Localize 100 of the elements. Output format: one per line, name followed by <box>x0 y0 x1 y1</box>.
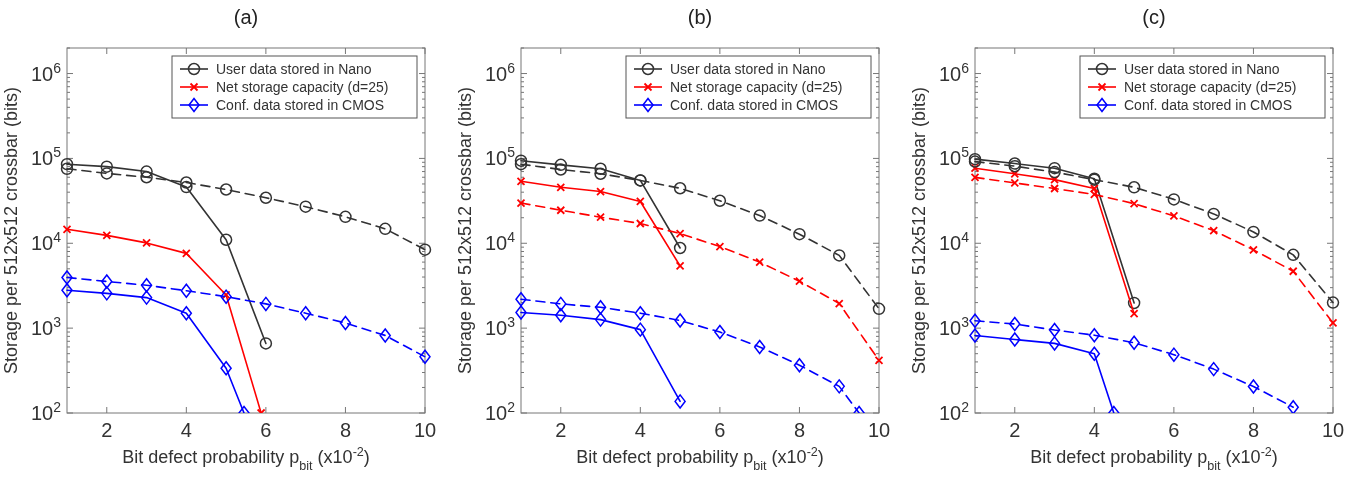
point <box>675 229 685 238</box>
y-tick-label: 10$^{6}$ <box>30 59 62 85</box>
x-tick-label: 2 <box>555 419 567 441</box>
point <box>793 357 806 373</box>
point <box>594 167 607 180</box>
point <box>1050 175 1059 185</box>
point <box>596 212 605 222</box>
point <box>140 165 153 178</box>
y-tick-label: 10$^{2}$ <box>484 399 516 424</box>
point <box>872 302 886 316</box>
x-axis-title: Bit defect probability p$_{bit}$ (x10$^{-2}$) <box>122 445 370 473</box>
y-tick-label: 10$^{3}$ <box>938 314 970 340</box>
point <box>555 296 567 312</box>
point <box>1169 211 1179 221</box>
point <box>594 312 607 327</box>
y-axis-title: Storage per 512x512 crossbar (bits) <box>455 86 475 375</box>
legend-label: Net storage capacity (d=25) <box>1124 79 1297 95</box>
point <box>673 182 687 195</box>
point <box>260 296 272 312</box>
point <box>594 300 607 315</box>
y-tick-label: 10$^{6}$ <box>484 59 516 85</box>
point <box>1167 193 1181 206</box>
x-tick-label: 4 <box>634 419 646 441</box>
y-tick-label: 10$^{3}$ <box>30 314 62 340</box>
point <box>596 187 605 196</box>
point <box>418 243 432 256</box>
point <box>714 324 726 340</box>
y-tick-label: 10$^{4}$ <box>938 229 970 255</box>
y-tick-label: 10$^{3}$ <box>484 314 516 340</box>
point <box>1287 399 1299 413</box>
point <box>674 394 686 409</box>
point <box>339 210 352 224</box>
point <box>556 205 566 215</box>
point <box>969 313 981 329</box>
y-tick-label: 10$^{5}$ <box>30 144 62 170</box>
y-tick-label: 10$^{6}$ <box>938 59 970 85</box>
legend-label: User data stored in Nano <box>216 61 372 77</box>
point <box>1168 347 1180 362</box>
point <box>795 276 804 286</box>
point <box>1207 361 1220 377</box>
point <box>594 162 607 176</box>
point <box>1088 327 1101 343</box>
x-tick-label: 8 <box>1247 419 1260 441</box>
point <box>62 224 72 234</box>
point <box>259 191 273 204</box>
point <box>834 299 844 308</box>
y-tick-label: 10$^{4}$ <box>484 229 516 255</box>
point <box>1328 318 1338 328</box>
point <box>675 261 685 271</box>
point <box>635 219 645 228</box>
point <box>715 242 725 251</box>
y-tick-label: 10$^{5}$ <box>484 144 516 170</box>
point <box>100 160 114 173</box>
point <box>970 172 980 182</box>
point <box>554 163 568 176</box>
x-tick-label: 4 <box>1088 419 1100 441</box>
point <box>1089 190 1099 199</box>
point <box>1127 296 1141 310</box>
x-tick-label: 6 <box>260 419 272 441</box>
chart-title: (a) <box>233 6 259 28</box>
point <box>142 238 151 248</box>
x-tick-label: 10 <box>1321 419 1345 441</box>
point <box>1326 296 1340 309</box>
point <box>514 157 528 171</box>
point <box>180 283 193 298</box>
point <box>753 339 766 355</box>
point <box>1010 178 1020 188</box>
point <box>1209 226 1219 236</box>
legend-label: User data stored in Nano <box>1124 61 1280 77</box>
x-tick-label: 6 <box>1168 419 1180 441</box>
legend-label: Conf. data stored in CMOS <box>670 97 839 113</box>
y-tick-label: 10$^{5}$ <box>938 144 970 170</box>
point <box>674 313 686 328</box>
point <box>378 222 392 236</box>
point <box>970 163 980 173</box>
x-axis-title: Bit defect probability p$_{bit}$ (x10$^{-2}$) <box>576 445 824 473</box>
point <box>219 183 233 196</box>
point <box>556 182 566 192</box>
point <box>1249 245 1258 255</box>
point <box>516 176 526 186</box>
point <box>555 307 567 323</box>
point <box>259 337 273 350</box>
point <box>713 194 727 207</box>
point <box>180 176 193 189</box>
point <box>101 286 113 301</box>
point <box>101 274 113 289</box>
x-tick-label: 2 <box>1009 419 1021 441</box>
point <box>1048 165 1061 179</box>
point <box>61 270 73 285</box>
point <box>1048 161 1061 175</box>
point <box>1129 309 1139 319</box>
point <box>1088 346 1101 361</box>
point <box>1009 316 1021 332</box>
point <box>181 248 191 258</box>
y-axis-title: Storage per 512x512 crossbar (bits) <box>1 86 21 375</box>
point <box>379 328 391 343</box>
point <box>140 290 153 305</box>
point <box>635 197 645 206</box>
point <box>1089 184 1099 193</box>
point <box>1247 225 1260 239</box>
